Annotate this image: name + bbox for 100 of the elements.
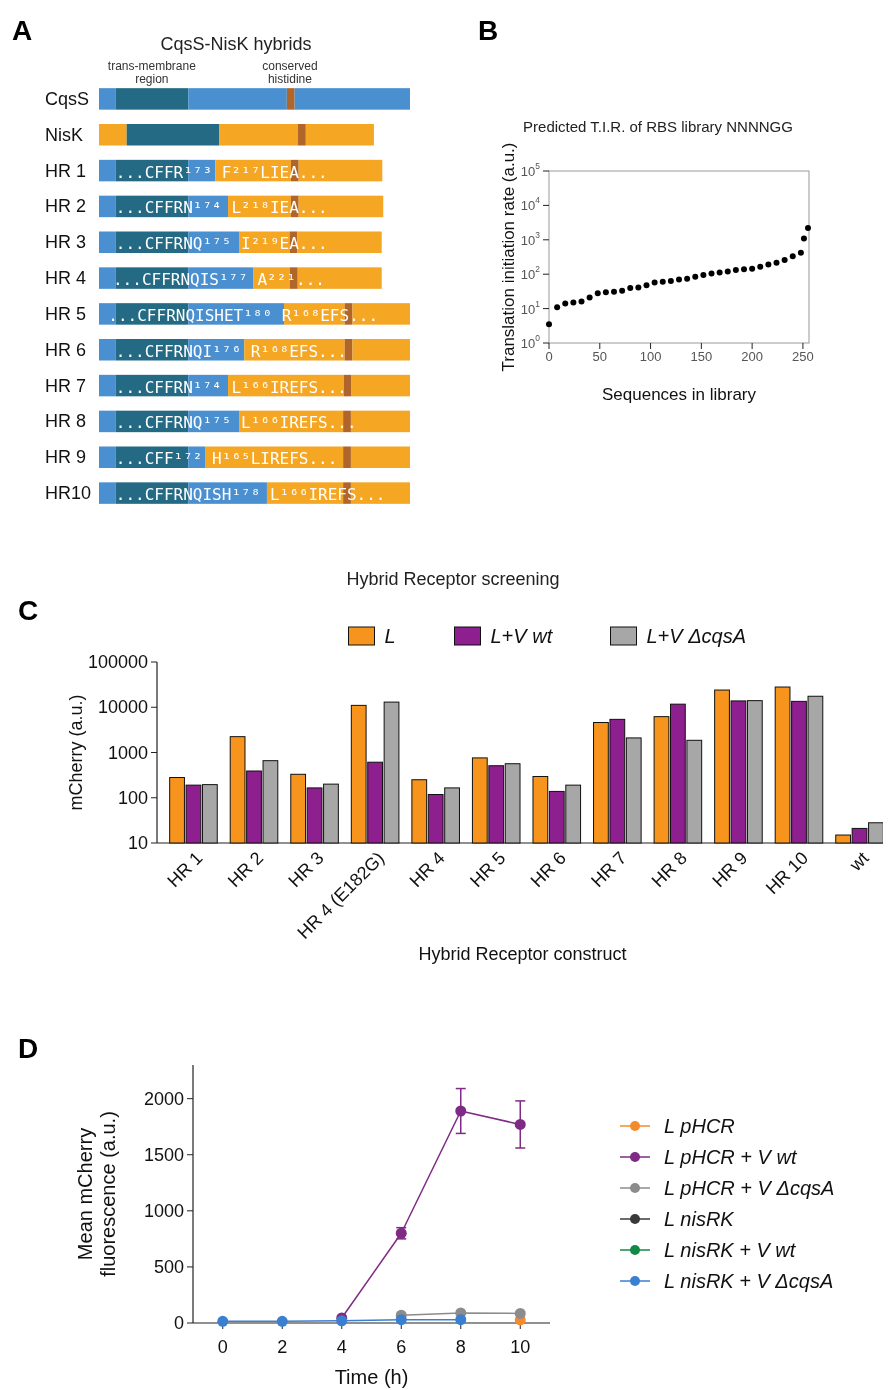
annotation: ...CFFRNQ¹⁷⁵ L¹⁶⁶IREFS...	[115, 412, 357, 432]
point	[554, 304, 561, 311]
point	[800, 235, 807, 242]
x-axis-title: Hybrid Receptor construct	[418, 944, 627, 964]
bar	[99, 482, 116, 504]
point	[455, 1105, 467, 1117]
point	[627, 284, 634, 291]
bar	[99, 88, 116, 110]
text: C	[18, 595, 39, 626]
bar	[115, 88, 189, 110]
point	[619, 287, 626, 294]
y-tick-label: 1500	[143, 1144, 184, 1165]
y-tick-label: HR 1	[45, 160, 87, 181]
y-tick-label: 0	[173, 1313, 184, 1333]
y-tick-label: 1000	[107, 742, 148, 763]
point	[684, 275, 691, 282]
point	[700, 271, 707, 278]
point	[546, 321, 552, 328]
point	[773, 259, 780, 266]
point	[797, 249, 804, 256]
y-tick-label: NisK	[45, 124, 84, 145]
annotation: ...CFFRN¹⁷⁴ L¹⁶⁶IREFS...	[115, 377, 347, 397]
point	[659, 278, 666, 285]
annotation: conserved histidine	[262, 58, 318, 87]
point	[217, 1315, 229, 1327]
bar	[99, 231, 116, 253]
x-tick-label: 8	[455, 1337, 466, 1357]
y-axis-title: Mean mCherry fluorescence (a.u.)	[73, 1111, 119, 1277]
y-tick-label: 1000	[143, 1200, 184, 1221]
point	[514, 1307, 526, 1319]
x-tick-label: 0	[545, 349, 553, 364]
point	[395, 1314, 407, 1326]
x-tick-label: 100	[639, 349, 662, 364]
y-tick-label: 10$^{1}$	[520, 298, 541, 317]
annotation: ...CFF¹⁷² H¹⁶⁵LIREFS...	[115, 448, 338, 468]
point	[757, 263, 764, 270]
y-tick-label: 100000	[87, 652, 148, 672]
bar	[99, 374, 116, 397]
bar	[298, 124, 306, 146]
annotation: ...CFFRN¹⁷⁴ L²¹⁸IEA...	[115, 197, 328, 217]
y-tick-label: HR 8	[45, 411, 87, 432]
y-tick-label: HR 7	[45, 375, 87, 396]
bar	[188, 88, 287, 110]
legend-label: L nisRK + V ΔcqsA	[664, 1270, 834, 1292]
y-tick-label: 10	[127, 833, 148, 853]
point	[789, 253, 796, 260]
annotation: ...CFFR¹⁷³ F²¹⁷LIEA...	[115, 162, 328, 182]
annotation: ...CFFRNQI¹⁷⁶ R¹⁶⁸EFS...	[115, 341, 347, 361]
point	[611, 288, 617, 295]
point	[651, 279, 658, 286]
point	[635, 284, 642, 291]
legend-label: L pHCR + V wt	[664, 1146, 798, 1168]
point	[667, 278, 674, 285]
x-tick-label: wt	[845, 847, 873, 876]
point	[594, 290, 601, 297]
x-tick-label: 50	[592, 349, 608, 364]
x-tick-label: HR 3	[284, 847, 328, 892]
point	[643, 282, 650, 289]
x-tick-label: HR 5	[466, 847, 510, 892]
annotation: trans-membrane region	[107, 58, 197, 87]
point	[570, 299, 577, 306]
y-tick-label: 100	[117, 787, 148, 808]
x-axis-title: Sequences in library	[601, 385, 757, 404]
y-tick-label: 10$^{4}$	[520, 195, 541, 213]
point	[749, 265, 756, 272]
x-tick-label: 200	[741, 349, 763, 364]
bar	[352, 339, 410, 361]
bar	[99, 410, 116, 433]
point	[741, 266, 747, 273]
y-tick-label: 10$^{2}$	[520, 264, 541, 282]
point	[765, 261, 772, 268]
legend-label: L pHCR + V ΔcqsA	[664, 1177, 835, 1199]
x-tick-label: HR 10	[761, 847, 813, 899]
point	[578, 298, 585, 305]
point	[804, 225, 811, 232]
y-axis-title: Translation initiation rate (a.u.)	[498, 142, 518, 372]
text: B	[478, 15, 499, 46]
y-tick-label: 10$^{5}$	[520, 161, 541, 179]
point	[602, 289, 609, 296]
bar	[99, 159, 116, 182]
point	[676, 276, 682, 283]
x-tick-label: 6	[396, 1337, 407, 1357]
annotation: ...CFFRNQ¹⁷⁵ I²¹⁹EA...	[115, 233, 328, 253]
chart-title: CqsS-NisK hybrids	[160, 34, 312, 54]
legend-label: L+V wt	[490, 625, 554, 647]
bar	[343, 374, 352, 397]
y-tick-label: CqsS	[45, 88, 90, 109]
bar	[350, 446, 410, 468]
x-tick-label: 250	[792, 349, 814, 364]
point	[455, 1314, 467, 1326]
point	[276, 1315, 288, 1327]
x-tick-label: HR 8	[647, 847, 691, 892]
bar	[343, 446, 351, 468]
bar	[305, 124, 374, 146]
y-tick-label: HR 3	[45, 232, 87, 253]
bar	[344, 339, 353, 361]
legend-label: L nisRK	[664, 1208, 736, 1230]
x-tick-label: 2	[277, 1337, 288, 1357]
annotation: ...CFFRNQIS¹⁷⁷ A²²¹...	[113, 269, 325, 289]
point	[781, 256, 788, 263]
